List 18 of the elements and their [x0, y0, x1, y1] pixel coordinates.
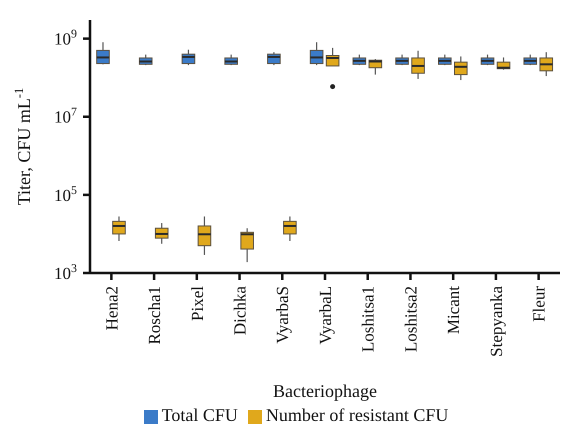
x-tick-label: VyarbaS — [273, 286, 292, 344]
x-tick-label: VyarbaL — [316, 286, 335, 345]
x-axis-title: Bacteriophage — [273, 381, 377, 401]
y-tick-label: 10$^{5}$ — [54, 182, 78, 205]
x-tick-label: Loshitsa1 — [358, 286, 378, 352]
x-tick-label: Roscha1 — [145, 286, 164, 345]
y-tick-label: 10$^{9}$ — [54, 26, 78, 49]
legend-label: Number of resistant CFU — [266, 405, 448, 425]
x-tick-label: Micant — [444, 286, 464, 334]
x-tick-label: Stepyanka — [486, 286, 506, 357]
y-tick-label: 10$^{3}$ — [54, 260, 78, 283]
x-tick-label: Fleur — [530, 286, 549, 322]
legend-label: Total CFU — [162, 405, 238, 425]
x-tick-label: Pixel — [188, 286, 207, 321]
x-tick-label: Loshitsa2 — [401, 286, 420, 352]
x-tick-label: Hena2 — [102, 286, 122, 330]
x-tick-label: Dichka — [230, 286, 250, 336]
y-tick-label: 10$^{7}$ — [54, 104, 78, 127]
